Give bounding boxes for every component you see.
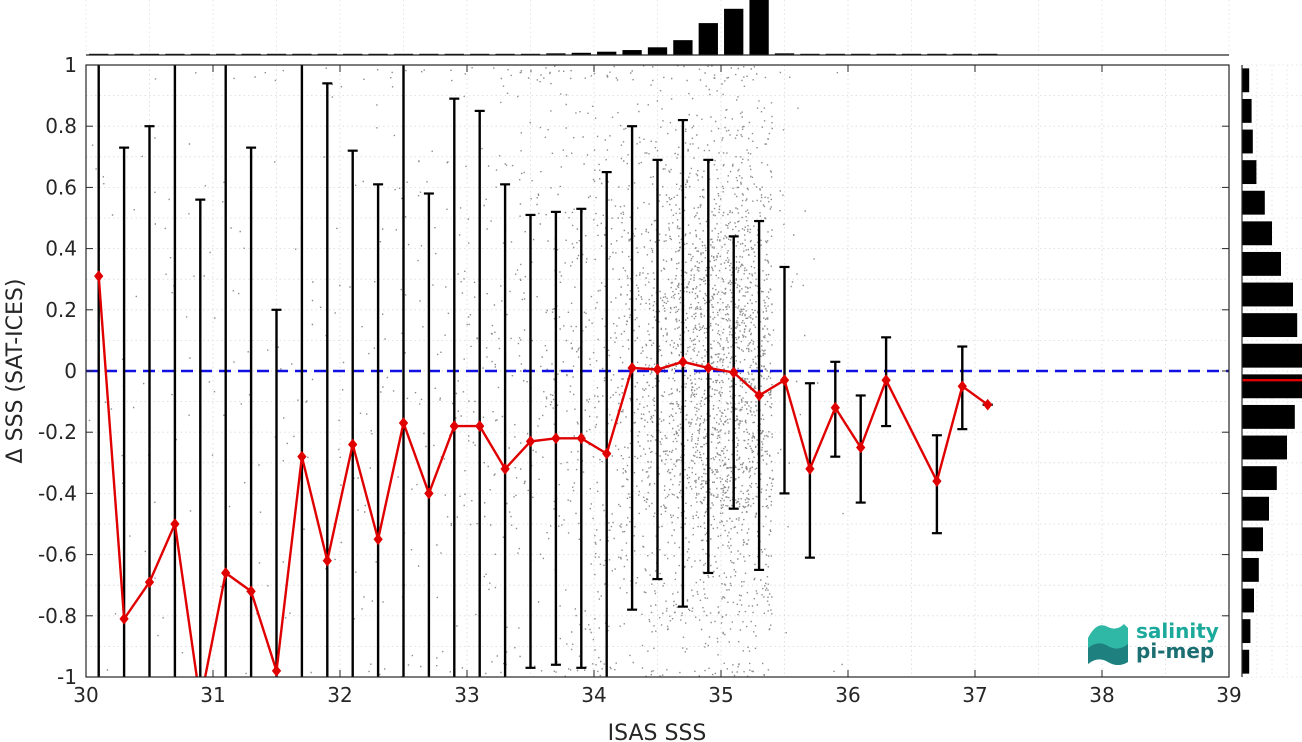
mean-point [398,417,409,429]
x-tick-label: 36 [835,683,860,707]
right-hist-bar [1242,374,1302,399]
top-hist-bar [774,53,795,55]
mean-point [475,420,485,432]
right-hist-bar [1242,649,1250,674]
top-hist-bar [749,0,769,55]
right-hist-bar [1242,588,1254,613]
top-hist-bar [647,47,668,55]
top-hist-bar [622,50,642,55]
y-axis-label: Δ SSS (SAT-ICES) [3,279,28,464]
top-hist-bar [698,23,718,55]
x-tick-label: 32 [327,683,352,707]
y-tick-label: -0.8 [38,604,77,628]
mean-point [983,398,993,411]
y-tick-label: -1 [57,665,77,689]
right-hist-bar [1242,466,1277,491]
mean-point [932,475,942,487]
right-hist-bar [1242,527,1263,552]
tick-labels: 30 31 32 33 34 35 36 37 38 39 -1 -0.8 -0.6 -0.4 -0.2 0 0… [38,53,1242,707]
mean-point [144,576,155,588]
top-hist-bar [571,52,591,55]
right-hist-bar [1242,404,1295,429]
right-hist-bar [1242,190,1265,215]
x-tick-label: 35 [708,683,733,707]
mean-point [729,366,739,379]
mean-point [424,487,434,500]
x-tick-label: 31 [200,683,225,707]
right-hist-bar [1242,619,1251,644]
y-tick-label: 0.8 [45,114,77,138]
right-hist-bar [1242,313,1298,338]
mean-series [94,270,993,677]
x-tick-label: 33 [454,683,479,707]
logo-wave-shade [1088,643,1128,665]
mean-point [881,374,891,386]
x-tick-label: 39 [1216,683,1241,707]
mean-point [703,362,713,374]
mean-point [221,567,231,579]
mean-point [805,463,815,475]
mean-point [652,363,663,376]
mean-point [373,533,383,546]
right-hist-bar [1242,129,1253,154]
x-tick-label: 37 [962,683,987,707]
mean-point [779,374,790,386]
mean-point [449,420,459,432]
y-tick-label: 0.2 [45,298,77,322]
y-tick-label: -0.6 [38,543,77,567]
top-hist-bar [546,53,566,55]
mean-point [627,362,637,374]
mean-point [246,585,256,598]
mean-point [322,554,332,567]
mean-point [94,270,104,282]
top-histogram [89,0,998,56]
y-tick-label: 0 [64,359,77,383]
right-hist-bar [1242,221,1272,246]
histogram-grid [85,0,1302,678]
y-tick-label: 0.4 [45,237,77,261]
x-axis-label: ISAS SSS [608,721,707,742]
mean-point [525,435,536,448]
mean-point [119,613,129,625]
salinity-pi-mep-logo: salinity pi-mep [1088,619,1219,665]
mean-line [97,276,989,677]
mean-point [500,463,510,475]
right-hist-bar [1242,557,1259,582]
logo-salinity-text: salinity [1136,619,1219,643]
y-tick-label: -0.4 [38,481,77,505]
mean-point [271,665,282,677]
mean-clip-group [94,270,993,677]
right-hist-bar [1242,68,1250,93]
mean-point [297,450,307,463]
x-tick-label: 30 [73,683,98,707]
right-hist-bar [1242,282,1293,307]
right-hist-bar [1242,98,1252,123]
mean-point [602,447,612,460]
mean-point [678,356,688,368]
right-hist-bar [1242,496,1269,521]
x-tick-label: 38 [1089,683,1114,707]
logo-pimep-text: pi-mep [1136,639,1214,663]
mean-point [551,432,561,445]
y-tick-label: 0.6 [45,175,77,199]
mean-point [957,380,967,393]
right-hist-bar [1242,160,1257,185]
mean-point [830,401,840,414]
top-hist-bar [597,51,617,55]
right-hist-bar [1242,343,1302,368]
mean-point [576,432,586,445]
y-tick-label: 1 [64,53,77,77]
top-hist-bar [673,40,693,55]
x-tick-label: 34 [581,683,606,707]
mean-point [856,441,866,454]
top-hist-bar [724,8,744,56]
right-hist-bar [1242,435,1287,460]
y-tick-label: -0.2 [38,420,77,444]
mean-point [170,518,180,530]
right-hist-bar [1242,251,1281,276]
mean-point [754,389,764,402]
right-histogram [1242,68,1302,674]
mean-point [348,438,358,451]
